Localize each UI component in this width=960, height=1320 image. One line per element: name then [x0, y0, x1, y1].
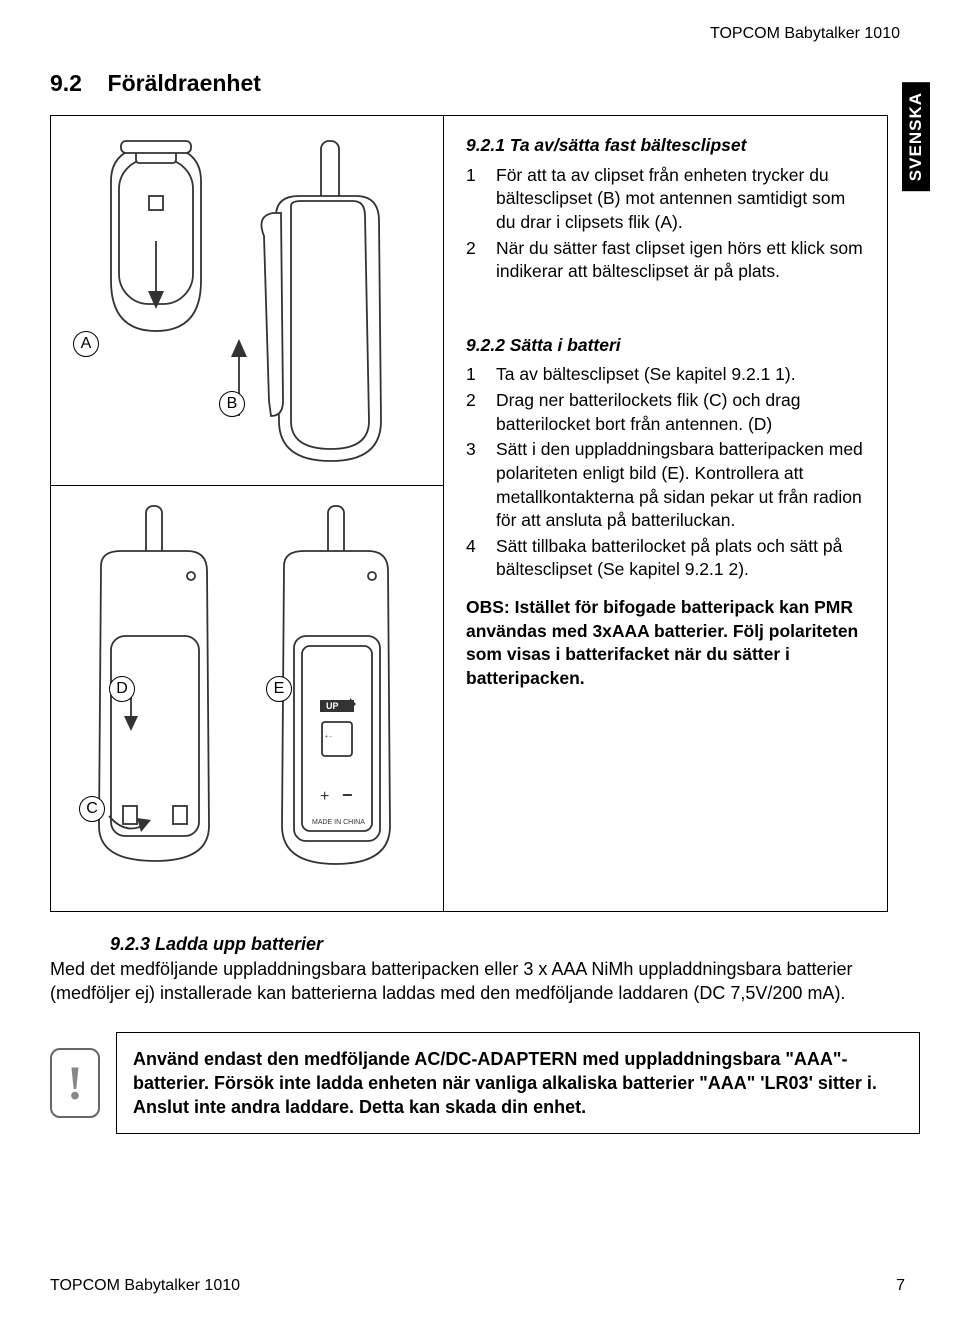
sec-923-heading: 9.2.3 Ladda upp batterier: [110, 934, 920, 955]
item-num: 1: [466, 363, 496, 387]
text-column: 9.2.1 Ta av/sätta fast bältesclipset 1 F…: [444, 116, 887, 911]
sec-921-heading: 9.2.1 Ta av/sätta fast bältesclipset: [466, 134, 869, 158]
sec-922-heading: 9.2.2 Sätta i batteri: [466, 334, 869, 358]
sec-923-body: Med det medföljande uppladdningsbara bat…: [50, 957, 920, 1006]
svg-text:UP: UP: [326, 701, 339, 711]
list-item: 1 För att ta av clipset från enheten try…: [466, 164, 869, 235]
list-item: 1 Ta av bältesclipset (Se kapitel 9.2.1 …: [466, 363, 869, 387]
made-in-label: MADE IN CHINA: [312, 819, 365, 826]
sec-921: 9.2.1 Ta av/sätta fast bältesclipset 1 F…: [466, 134, 869, 284]
battery-svg: UP + − + − MADE IN CHINA: [51, 486, 444, 911]
diagram-battery: D E C: [51, 486, 443, 911]
list-item: 4 Sätt tillbaka batterilocket på plats o…: [466, 535, 869, 582]
main-content-box: A B: [50, 115, 888, 912]
sec-922: 9.2.2 Sätta i batteri 1 Ta av bältesclip…: [466, 334, 869, 691]
svg-text:+ −: + −: [325, 734, 332, 740]
svg-text:+: +: [320, 788, 329, 805]
item-text: Sätt tillbaka batterilocket på plats och…: [496, 535, 869, 582]
belt-clip-svg: [51, 116, 444, 486]
item-num: 4: [466, 535, 496, 582]
item-text: För att ta av clipset från enheten tryck…: [496, 164, 869, 235]
label-e: E: [266, 676, 292, 702]
warning-box: Använd endast den medföljande AC/DC-ADAP…: [116, 1032, 920, 1135]
diagram-belt-clip: A B: [51, 116, 443, 486]
section-heading: Föräldraenhet: [108, 70, 261, 96]
obs-note: OBS: Istället för bifogade batteripack k…: [466, 596, 869, 691]
header-product: TOPCOM Babytalker 1010: [710, 25, 900, 43]
label-a: A: [73, 331, 99, 357]
list-item: 2 Drag ner batterilockets flik (C) och d…: [466, 389, 869, 436]
footer-page: 7: [896, 1277, 905, 1295]
list-item: 3 Sätt i den uppladdningsbara batteripac…: [466, 438, 869, 533]
item-text: När du sätter fast clipset igen hörs ett…: [496, 237, 869, 284]
warning-row: ! Använd endast den medföljande AC/DC-AD…: [50, 1032, 920, 1135]
svg-text:−: −: [342, 785, 353, 805]
item-text: Sätt i den uppladdningsbara batteripacke…: [496, 438, 869, 533]
language-tab: SVENSKA: [902, 82, 930, 191]
item-num: 3: [466, 438, 496, 533]
item-num: 2: [466, 237, 496, 284]
item-text: Ta av bältesclipset (Se kapitel 9.2.1 1)…: [496, 363, 869, 387]
diagram-column: A B: [51, 116, 444, 911]
item-num: 1: [466, 164, 496, 235]
list-item: 2 När du sätter fast clipset igen hörs e…: [466, 237, 869, 284]
section-number: 9.2: [50, 70, 82, 96]
item-text: Drag ner batterilockets flik (C) och dra…: [496, 389, 869, 436]
footer-product: TOPCOM Babytalker 1010: [50, 1277, 240, 1295]
label-c: C: [79, 796, 105, 822]
section-title: 9.2 Föräldraenhet: [50, 70, 920, 97]
item-num: 2: [466, 389, 496, 436]
warning-icon: !: [50, 1048, 100, 1118]
label-b: B: [219, 391, 245, 417]
label-d: D: [109, 676, 135, 702]
